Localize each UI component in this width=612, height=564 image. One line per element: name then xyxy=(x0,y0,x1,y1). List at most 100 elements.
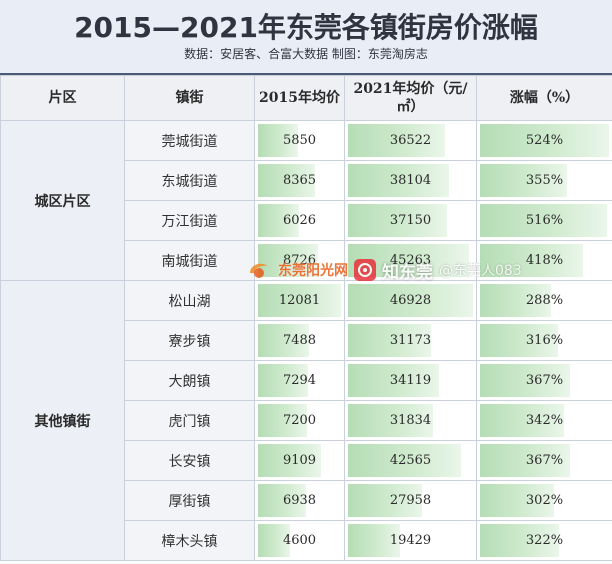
increase-cell: 322% xyxy=(476,520,612,561)
increase-cell-bar xyxy=(480,124,609,157)
price-2015-cell-value: 6026 xyxy=(282,213,317,228)
col-header-2015: 2015年均价 xyxy=(254,75,345,121)
town-cell: 长安镇 xyxy=(124,440,255,481)
table-row: 大朗镇 7294 34119 367% xyxy=(1,360,612,401)
price-2021-cell-bar xyxy=(348,404,433,437)
title-banner: 2015—2021年东莞各镇街房价涨幅 数据：安居客、合富大数据 制图：东莞淘房… xyxy=(0,0,612,75)
price-2015-cell-value: 8365 xyxy=(282,173,317,188)
increase-cell-bar xyxy=(480,324,558,357)
district-cell: 其他镇街 xyxy=(0,280,125,561)
increase-cell-value: 524% xyxy=(525,133,564,148)
price-2021-cell-value: 34119 xyxy=(389,373,432,388)
price-2015-cell-bar xyxy=(258,404,308,437)
price-2021-cell: 19429 xyxy=(344,520,477,561)
watermark-brand: 知东莞 xyxy=(382,262,433,283)
price-2015-cell-bar xyxy=(258,124,299,157)
price-2021-cell: 42565 xyxy=(344,440,477,481)
price-2015-cell: 6026 xyxy=(254,200,345,241)
price-2015-cell-value: 4600 xyxy=(282,533,317,548)
increase-cell-value: 302% xyxy=(525,493,564,508)
price-2021-cell-value: 27958 xyxy=(389,493,432,508)
price-2015-cell: 8365 xyxy=(254,160,345,201)
price-2021-cell: 27958 xyxy=(344,480,477,521)
price-2021-cell-bar xyxy=(348,124,446,157)
town-cell: 东城街道 xyxy=(124,160,255,201)
price-2021-cell-value: 46928 xyxy=(389,293,432,308)
price-2015-cell: 9109 xyxy=(254,440,345,481)
price-2015-cell-value: 7488 xyxy=(282,333,317,348)
price-2015-cell-bar xyxy=(258,444,321,477)
increase-cell-value: 367% xyxy=(525,373,564,388)
table-row: 长安镇 9109 42565 367% xyxy=(1,440,612,481)
increase-cell: 367% xyxy=(476,440,612,481)
table-row: 南城街道 8726 45263 418% xyxy=(1,240,612,281)
price-2021-cell-value: 31834 xyxy=(389,413,432,428)
increase-cell: 316% xyxy=(476,320,612,361)
price-2015-cell: 7200 xyxy=(254,400,345,441)
increase-cell-value: 355% xyxy=(525,173,564,188)
price-2021-cell-value: 38104 xyxy=(389,173,432,188)
col-header-town: 镇街 xyxy=(124,75,255,121)
price-table: 片区 镇街 2015年均价 2021年均价（元/㎡） 涨幅（%） 城区片区 莞城街… xyxy=(0,75,612,561)
price-2015-cell-value: 8726 xyxy=(282,253,317,268)
increase-cell-bar xyxy=(480,404,565,437)
price-2021-cell-bar xyxy=(348,204,447,237)
increase-cell-bar xyxy=(480,524,560,557)
price-2015-cell: 12081 xyxy=(254,280,345,321)
watermark: 东莞阳光网 知东莞 @东莞人083 xyxy=(246,257,522,283)
price-2021-cell-bar xyxy=(348,524,400,557)
price-2021-cell: 45263 xyxy=(344,240,477,281)
increase-cell-value: 516% xyxy=(525,213,564,228)
price-2015-cell-value: 5850 xyxy=(282,133,317,148)
price-2021-cell: 37150 xyxy=(344,200,477,241)
price-2021-cell-value: 19429 xyxy=(389,533,432,548)
increase-cell-value: 418% xyxy=(525,253,564,268)
increase-cell-bar xyxy=(480,284,551,317)
town-cell: 大朗镇 xyxy=(124,360,255,401)
district-cell: 城区片区 xyxy=(0,120,125,281)
increase-cell-bar xyxy=(480,364,571,397)
price-2015-cell-value: 6938 xyxy=(282,493,317,508)
price-2015-cell-bar xyxy=(258,524,290,557)
town-cell: 樟木头镇 xyxy=(124,520,255,561)
price-2015-cell-value: 12081 xyxy=(278,293,321,308)
page-title: 2015—2021年东莞各镇街房价涨幅 xyxy=(74,11,538,44)
price-2015-cell-value: 9109 xyxy=(282,453,317,468)
increase-cell-value: 342% xyxy=(525,413,564,428)
price-2021-cell-bar xyxy=(348,164,450,197)
price-2015-cell-bar xyxy=(258,484,306,517)
increase-cell: 342% xyxy=(476,400,612,441)
town-cell: 厚街镇 xyxy=(124,480,255,521)
town-cell: 寮步镇 xyxy=(124,320,255,361)
increase-cell-bar xyxy=(480,444,571,477)
price-2021-cell: 31834 xyxy=(344,400,477,441)
table-header-row: 片区 镇街 2015年均价 2021年均价（元/㎡） 涨幅（%） xyxy=(0,75,612,121)
price-2015-cell: 8726 xyxy=(254,240,345,281)
price-2015-cell: 6938 xyxy=(254,480,345,521)
increase-cell-bar xyxy=(480,484,555,517)
increase-cell: 418% xyxy=(476,240,612,281)
price-2015-cell-value: 7294 xyxy=(282,373,317,388)
price-2021-cell-bar xyxy=(348,484,423,517)
price-2015-cell-bar xyxy=(258,364,309,397)
price-2021-cell-value: 37150 xyxy=(389,213,432,228)
price-2021-cell-value: 31173 xyxy=(389,333,432,348)
col-header-2021: 2021年均价（元/㎡） xyxy=(344,75,477,121)
price-2021-cell: 38104 xyxy=(344,160,477,201)
increase-cell-value: 322% xyxy=(525,533,564,548)
price-2021-cell: 36522 xyxy=(344,120,477,161)
price-2021-cell: 31173 xyxy=(344,320,477,361)
price-2015-cell-bar xyxy=(258,204,300,237)
increase-cell: 524% xyxy=(476,120,612,161)
town-cell: 虎门镇 xyxy=(124,400,255,441)
increase-cell-value: 288% xyxy=(525,293,564,308)
table-row: 东城街道 8365 38104 355% xyxy=(1,160,612,201)
increase-cell-value: 316% xyxy=(525,333,564,348)
price-2021-cell: 34119 xyxy=(344,360,477,401)
price-2015-cell-bar xyxy=(258,284,341,317)
price-2015-cell-value: 7200 xyxy=(282,413,317,428)
sun-logo-icon xyxy=(246,259,272,281)
price-2021-cell: 46928 xyxy=(344,280,477,321)
increase-cell-value: 367% xyxy=(525,453,564,468)
town-cell: 松山湖 xyxy=(124,280,255,321)
